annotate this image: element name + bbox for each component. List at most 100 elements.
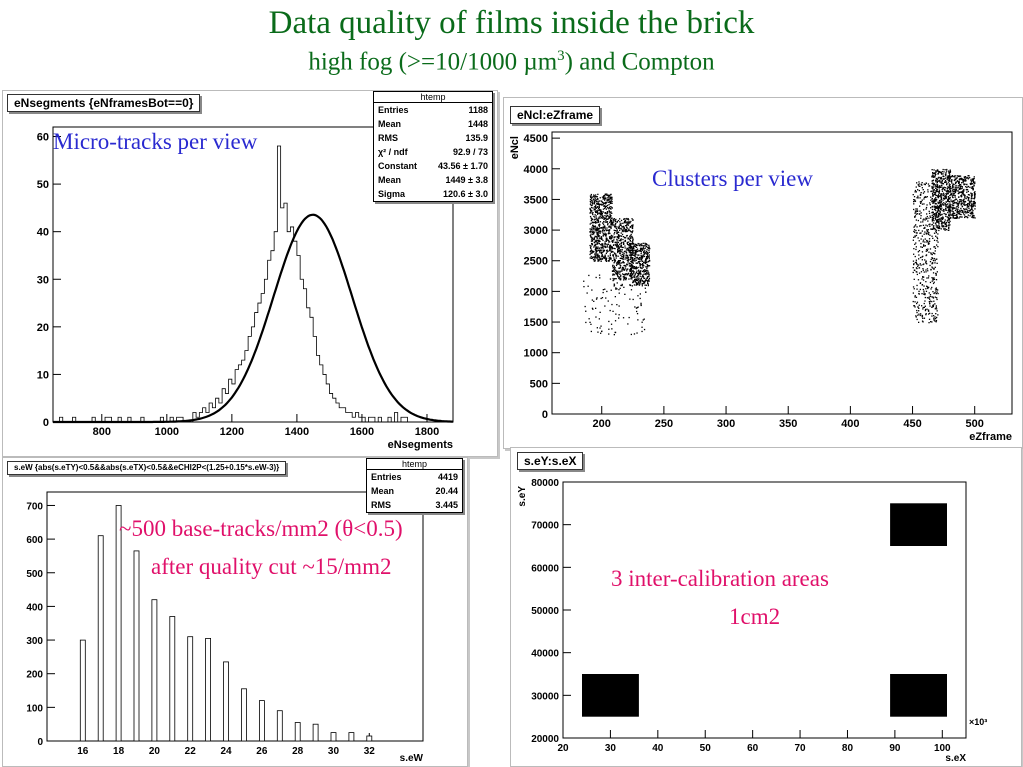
- scatter-point: [929, 300, 932, 302]
- scatter-point: [953, 204, 955, 206]
- scatter-point: [626, 249, 628, 251]
- scatter-point: [964, 179, 966, 181]
- scatter-point: [948, 172, 950, 175]
- scatter-point: [631, 285, 633, 287]
- scatter-point: [596, 297, 598, 299]
- stats-value: 1188: [468, 105, 488, 115]
- scatter-point: [602, 249, 605, 251]
- scatter-point: [620, 284, 622, 287]
- x-tick-label: 1200: [220, 426, 244, 438]
- scatter-point: [930, 207, 932, 209]
- scatter-point: [936, 188, 938, 190]
- scatter-point: [956, 216, 958, 218]
- scatter-point: [600, 203, 602, 206]
- scatter-point: [609, 198, 611, 200]
- scatter-point: [931, 211, 933, 214]
- scatter-point: [927, 191, 929, 193]
- scatter-point: [614, 270, 616, 272]
- scatter-point: [924, 231, 926, 233]
- scatter-point: [920, 217, 922, 219]
- scatter-point: [934, 191, 936, 193]
- scatter-point: [644, 277, 646, 279]
- scatter-point: [605, 219, 607, 221]
- scatter-point: [609, 248, 611, 250]
- scatter-point: [636, 310, 638, 313]
- scatter-point: [928, 212, 931, 214]
- scatter-point: [611, 196, 613, 198]
- scatter-point: [588, 274, 590, 277]
- scatter-point: [937, 197, 940, 199]
- scatter-point: [596, 218, 598, 220]
- scatter-point: [952, 212, 954, 215]
- scatter-point: [596, 226, 598, 228]
- scatter-point: [642, 247, 644, 249]
- scatter-point: [596, 237, 598, 239]
- scatter-point: [601, 201, 604, 203]
- scatter-point: [640, 251, 643, 253]
- scatter-point: [945, 177, 947, 179]
- scatter-point: [947, 170, 950, 172]
- y-tick-label: 30: [37, 274, 49, 286]
- scatter-point: [610, 250, 612, 252]
- scatter-point: [937, 212, 940, 214]
- panel-encl: 200 250 300 350 400 450 500 0 500 1000 1500 2000 250…: [503, 97, 1023, 449]
- scatter-point: [629, 243, 631, 245]
- scatter-point: [629, 238, 631, 240]
- scatter-point: [634, 274, 636, 276]
- scatter-point: [935, 216, 937, 218]
- scatter-point: [599, 212, 601, 214]
- scatter-point: [614, 320, 617, 322]
- y-axis-label: eNcl: [509, 136, 521, 159]
- scatter-point: [596, 250, 599, 252]
- scatter-point: [643, 262, 645, 264]
- scatter-point: [603, 198, 605, 200]
- scatter-point: [609, 201, 611, 204]
- scatter-point: [602, 215, 604, 218]
- scatter-point: [634, 252, 636, 254]
- scatter-point: [613, 257, 615, 259]
- scatter-point: [598, 235, 601, 237]
- scatter-point: [623, 255, 625, 257]
- y-tick-label: 500: [530, 378, 548, 390]
- scatter-point: [604, 203, 607, 205]
- scatter-point: [623, 254, 625, 256]
- scatter-point: [614, 223, 617, 225]
- scatter-point: [611, 236, 613, 238]
- scatter-point: [607, 196, 609, 199]
- y-tick-label: 0: [43, 417, 49, 429]
- scatter-point: [635, 252, 637, 254]
- scatter-point: [949, 197, 951, 199]
- scatter-point: [617, 276, 619, 278]
- scatter-point: [593, 237, 595, 239]
- scatter-point: [614, 220, 617, 223]
- scatter-point: [923, 191, 926, 193]
- scatter-point: [961, 202, 963, 204]
- scatter-point: [925, 281, 927, 283]
- scatter-point: [646, 253, 648, 255]
- scatter-point: [620, 265, 622, 267]
- scatter-point: [602, 226, 604, 228]
- scatter-point: [617, 271, 619, 274]
- scatter-point: [595, 251, 597, 253]
- scatter-point: [626, 273, 628, 276]
- scatter-point: [915, 242, 917, 244]
- scatter-point: [610, 323, 613, 325]
- x-axis-label: eZframe: [969, 431, 1012, 443]
- scatter-point: [912, 292, 914, 294]
- scatter-point: [603, 230, 606, 232]
- scatter-point: [591, 236, 593, 239]
- scatter-point: [608, 225, 610, 228]
- scatter-point: [955, 189, 957, 192]
- scatter-point: [962, 189, 964, 192]
- scatter-point: [931, 219, 934, 221]
- scatter-point: [636, 279, 638, 282]
- scatter-point: [914, 212, 916, 214]
- scatter-point: [932, 217, 935, 219]
- scatter-point: [620, 235, 622, 237]
- scatter-point: [627, 243, 629, 246]
- scatter-point: [916, 301, 919, 303]
- scatter-point: [611, 220, 613, 222]
- scatter-point: [949, 186, 952, 188]
- scatter-point: [641, 279, 644, 282]
- scatter-point: [919, 288, 921, 291]
